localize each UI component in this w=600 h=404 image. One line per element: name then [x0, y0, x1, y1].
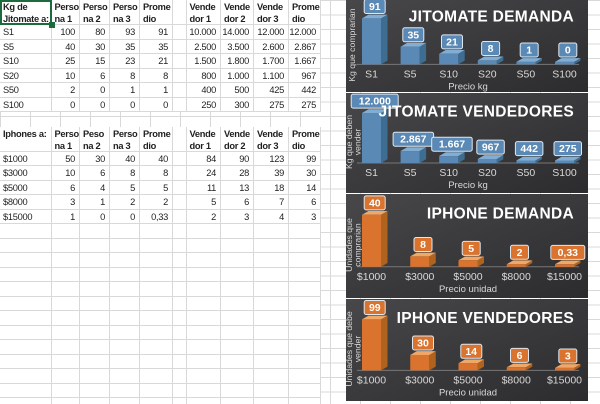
svg-text:S20: S20 — [478, 167, 497, 179]
svg-text:0: 0 — [565, 45, 571, 57]
svg-text:0,33: 0,33 — [558, 247, 579, 259]
svg-text:21: 21 — [446, 36, 458, 48]
svg-text:$15000: $15000 — [547, 375, 582, 387]
svg-text:IPHONE VENDEDORES: IPHONE VENDEDORES — [397, 310, 574, 327]
svg-text:Kg que comprarian: Kg que comprarian — [347, 8, 357, 82]
svg-text:$8000: $8000 — [502, 375, 531, 387]
svg-text:S100: S100 — [552, 167, 577, 179]
svg-text:91: 91 — [369, 1, 381, 13]
svg-text:35: 35 — [407, 29, 419, 41]
svg-text:5: 5 — [468, 243, 474, 255]
svg-text:3: 3 — [565, 351, 571, 363]
svg-text:IPHONE DEMANDA: IPHONE DEMANDA — [427, 206, 574, 223]
svg-text:S5: S5 — [404, 167, 417, 179]
svg-text:S10: S10 — [439, 167, 458, 179]
svg-text:S5: S5 — [404, 68, 417, 80]
svg-text:8: 8 — [488, 43, 494, 55]
svg-text:40: 40 — [369, 198, 381, 210]
svg-text:99: 99 — [369, 302, 381, 314]
svg-text:$5000: $5000 — [453, 375, 482, 387]
svg-text:2.867: 2.867 — [400, 134, 426, 146]
svg-text:8: 8 — [420, 239, 426, 251]
svg-text:6: 6 — [517, 350, 523, 362]
svg-text:S100: S100 — [552, 68, 577, 80]
svg-text:$1000: $1000 — [357, 375, 386, 387]
svg-text:1.667: 1.667 — [439, 139, 465, 151]
svg-text:vender: vender — [353, 336, 363, 363]
svg-text:JITOMATE VENDEDORES: JITOMATE VENDEDORES — [379, 104, 574, 121]
svg-text:Precio unidad: Precio unidad — [439, 284, 497, 295]
svg-text:S1: S1 — [365, 167, 378, 179]
svg-text:$1000: $1000 — [357, 271, 386, 283]
svg-text:Precio kg: Precio kg — [448, 180, 488, 191]
svg-text:2: 2 — [517, 247, 523, 259]
svg-text:442: 442 — [520, 143, 538, 155]
svg-text:967: 967 — [482, 142, 500, 154]
svg-text:S10: S10 — [439, 68, 458, 80]
svg-text:1: 1 — [526, 45, 532, 57]
svg-text:S1: S1 — [365, 68, 378, 80]
svg-text:$3000: $3000 — [405, 271, 434, 283]
svg-text:Precio kg: Precio kg — [448, 81, 488, 92]
svg-text:275: 275 — [559, 143, 577, 155]
svg-text:14: 14 — [465, 346, 477, 358]
svg-text:$3000: $3000 — [405, 375, 434, 387]
svg-text:JITOMATE DEMANDA: JITOMATE DEMANDA — [409, 9, 574, 26]
svg-text:$8000: $8000 — [502, 271, 531, 283]
svg-text:S50: S50 — [517, 167, 536, 179]
svg-text:vender: vender — [353, 129, 363, 156]
svg-text:Precio unidad: Precio unidad — [439, 388, 497, 399]
svg-text:comprarian: comprarian — [353, 223, 363, 267]
svg-text:S50: S50 — [517, 68, 536, 80]
svg-text:30: 30 — [417, 338, 429, 350]
svg-text:$15000: $15000 — [547, 271, 582, 283]
svg-text:$5000: $5000 — [453, 271, 482, 283]
svg-text:S20: S20 — [478, 68, 497, 80]
